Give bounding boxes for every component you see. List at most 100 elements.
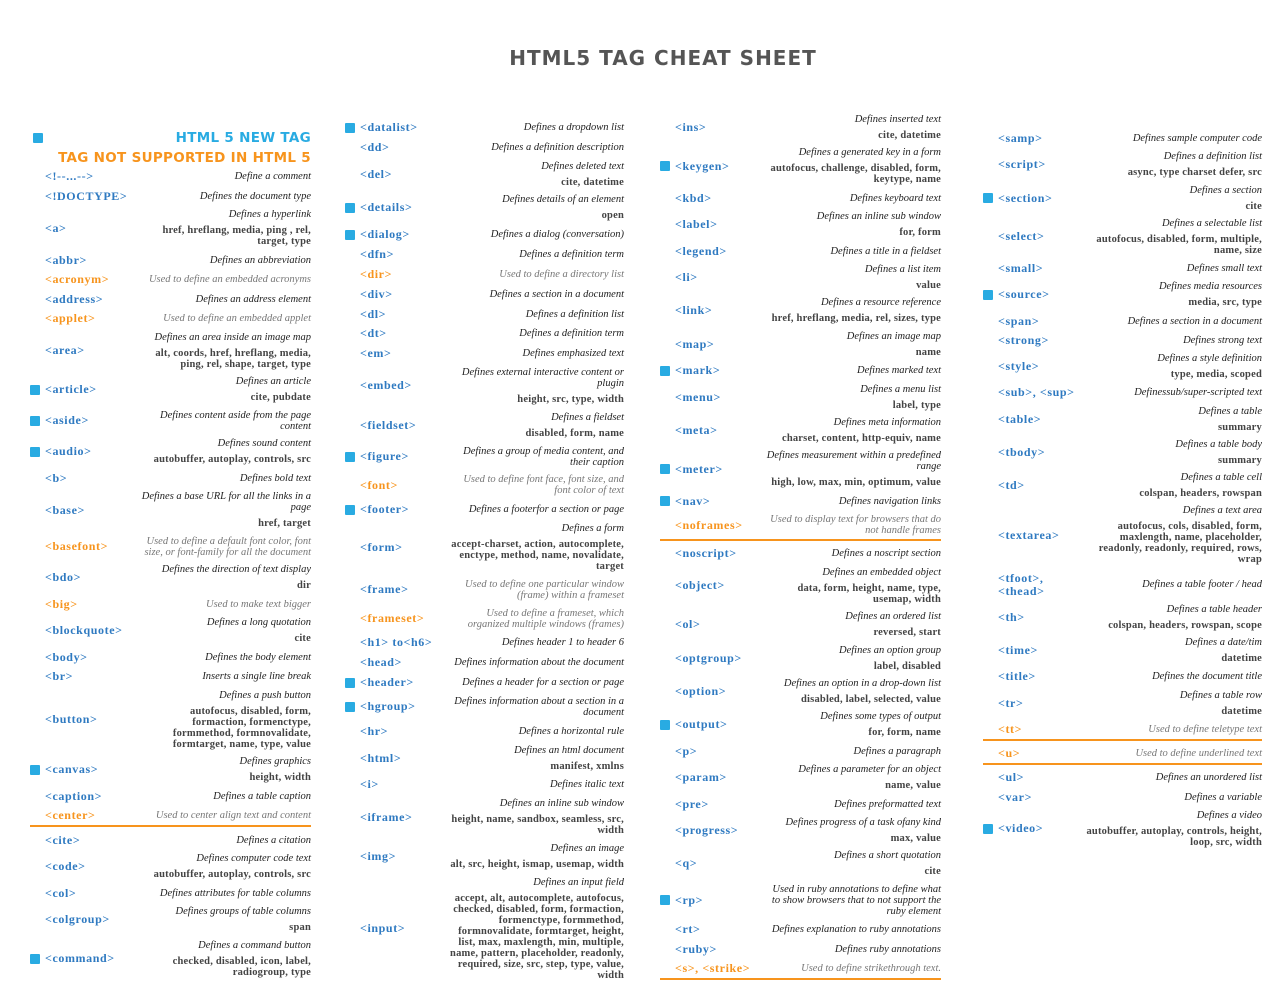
tag-description: Used to define one particular window (fr… — [465, 578, 624, 601]
tag-name: <strong> — [998, 332, 1049, 347]
tag-entry: <u> Used to define underlined text — [983, 747, 1262, 765]
tag-entry: <dfn> Defines a definition term — [345, 248, 624, 261]
tag-details: Defines computer code text autobuffer, au… — [154, 853, 311, 880]
tag-details: Defines a table summary — [1198, 406, 1262, 433]
tag-entry: <code> Defines computer code text autobuff… — [30, 853, 311, 880]
tag-name: <aside> — [45, 413, 89, 428]
tag-entry: <applet> Used to define an embedded apple… — [30, 312, 311, 325]
tag-name: <kbd> — [675, 190, 712, 205]
tag-details: Defines information about a section in a… — [446, 696, 624, 718]
tag-entry: <output> Defines some types of output for,… — [660, 711, 941, 738]
tag-name: <div> — [360, 286, 393, 301]
tag-name: <base> — [45, 502, 85, 517]
tag-details: Defines a header for a section or page — [462, 677, 624, 688]
new-tag-marker-icon — [30, 415, 40, 426]
tag-name: <dialog> — [360, 227, 410, 242]
tag-details: Defines marked text — [857, 365, 941, 376]
tag-attributes: autobuffer, autoplay, controls, src — [153, 869, 311, 881]
tag-name: <source> — [998, 287, 1050, 302]
tag-description: Defines a section in a document — [1127, 315, 1262, 327]
tag-description: Defines some types of output — [820, 711, 941, 723]
tag-entry: <head> Defines information about the docu… — [345, 656, 624, 669]
tag-name: <hgroup> — [360, 699, 416, 714]
tag-details: Used to define an embedded acronyms — [149, 274, 311, 285]
tag-entry: <kbd> Defines keyboard text — [660, 190, 941, 205]
tag-entry: <option> Defines an option in a drop-down… — [660, 678, 941, 705]
tag-entry: <pre> Defines preformatted text — [660, 797, 941, 811]
tag-description: Defines bold text — [239, 472, 311, 484]
tag-entry: <meta> Defines meta information charset, c… — [660, 417, 941, 444]
tag-name: <dt> — [360, 326, 387, 341]
tag-attributes: autofocus, disabled, form, multiple, nam… — [1096, 233, 1262, 256]
tag-name: <center> — [45, 808, 96, 823]
tag-details: Definessub/super-scripted text — [1134, 387, 1262, 398]
tag-attributes: href, hreflang, media, rel, sizes, type — [771, 313, 941, 325]
tag-description: Used in ruby annotations to define what … — [771, 883, 941, 917]
tag-details: Defines a definition term — [519, 249, 624, 260]
tag-details: Defines a text area autofocus, cols, disa… — [1084, 505, 1262, 565]
tag-description: Defines an inline sub window — [499, 798, 624, 810]
tag-name: <colgroup> — [45, 912, 110, 927]
tag-name: <style> — [998, 359, 1040, 373]
tag-details: Defines external interactive content or … — [446, 367, 624, 405]
tag-name: <article> — [45, 382, 97, 397]
tag-description: Defines media resources — [1158, 281, 1262, 293]
tag-description: Used to define teletype text — [1148, 723, 1262, 735]
tag-description: Defines progress of a task ofany kind — [785, 816, 941, 828]
tag-description: Defines a base URL for all the links in … — [141, 491, 311, 514]
tag-attributes: media, src, type — [1188, 297, 1262, 309]
tag-name: <td> — [998, 478, 1025, 492]
tag-description: Defines a video — [1196, 809, 1262, 821]
tag-details: Defines groups of table columns span — [175, 906, 311, 933]
tag-description: Used to define a directory list — [499, 268, 624, 280]
tag-entry: <address> Defines an address element — [30, 292, 311, 306]
tag-details: Defines a footerfor a section or page — [469, 504, 624, 515]
tag-entry: <small> Defines small text — [983, 262, 1262, 275]
tag-description: Defines a resource reference — [820, 297, 941, 309]
tag-details: Defines a parameter for an object name, v… — [798, 764, 941, 791]
tag-details: Used to define a directory list — [499, 269, 624, 280]
tag-name: <title> — [998, 669, 1036, 684]
tag-details: Defines an image map name — [847, 331, 941, 358]
tag-details: Defines an image alt, src, height, ismap,… — [450, 843, 624, 870]
legend-unsupported-tag: TAG NOT SUPPORTED IN HTML 5 — [58, 150, 311, 166]
new-tag-marker-icon — [345, 122, 355, 133]
tag-description: Defines a date/tim — [1185, 637, 1262, 648]
tag-details: Defines explanation to ruby annotations — [772, 924, 941, 935]
tag-entry: <map> Defines an image map name — [660, 331, 941, 358]
tag-description: Defines a text area — [1182, 505, 1262, 517]
tag-name: <bdo> — [45, 570, 82, 585]
tag-details: Defines header 1 to header 6 — [502, 637, 624, 648]
tag-name: <form> — [360, 540, 403, 554]
tag-details: Inserts a single line break — [202, 671, 311, 682]
tag-details: Defines a list item value — [865, 264, 941, 291]
tag-name: <big> — [45, 596, 78, 611]
tag-details: Defines meta information charset, content… — [782, 417, 941, 444]
tag-description: Defines a paragraph — [853, 745, 942, 757]
tag-details: Defines a style definition type, media, s… — [1157, 353, 1262, 380]
tag-entry: <input> Defines an input field accept, alt… — [345, 877, 624, 981]
tag-entry: <button> Defines a push button autofocus, … — [30, 690, 311, 750]
tag-entry: <article> Defines an article cite, pubdate — [30, 376, 311, 403]
tag-name: <th> — [998, 609, 1025, 624]
tag-name: <tr> — [998, 695, 1024, 710]
tag-details: Defines small text — [1187, 263, 1262, 274]
tag-description: Defines a list item — [864, 263, 941, 275]
tag-description: Defines a table cell — [1180, 472, 1262, 483]
tag-entry: <progress> Defines progress of a task ofa… — [660, 817, 941, 844]
tag-entry: <em> Defines emphasized text — [345, 347, 624, 360]
tag-description: Defines attributes for table columns — [159, 887, 311, 899]
tag-details: Defines some types of output for, form, n… — [820, 711, 941, 738]
tag-details: Defines an option in a drop-down list dis… — [784, 678, 941, 705]
tag-description: Defines strong text — [1183, 334, 1262, 346]
tag-entry: <del> Defines deleted text cite, datetime — [345, 161, 624, 188]
tag-name: <code> — [45, 859, 86, 874]
tag-entry: <rt> Defines explanation to ruby annotati… — [660, 923, 941, 936]
tag-entry: <div> Defines a section in a document — [345, 286, 624, 301]
tag-name: <caption> — [45, 788, 103, 803]
tag-entry: <tbody> Defines a table body summary — [983, 439, 1262, 466]
tag-entry: <q> Defines a short quotation cite — [660, 850, 941, 877]
tag-attributes: cite — [294, 633, 311, 645]
tag-description: Defines an image map — [846, 330, 941, 342]
tag-entry: <a> Defines a hyperlink href, hreflang, me… — [30, 209, 311, 247]
